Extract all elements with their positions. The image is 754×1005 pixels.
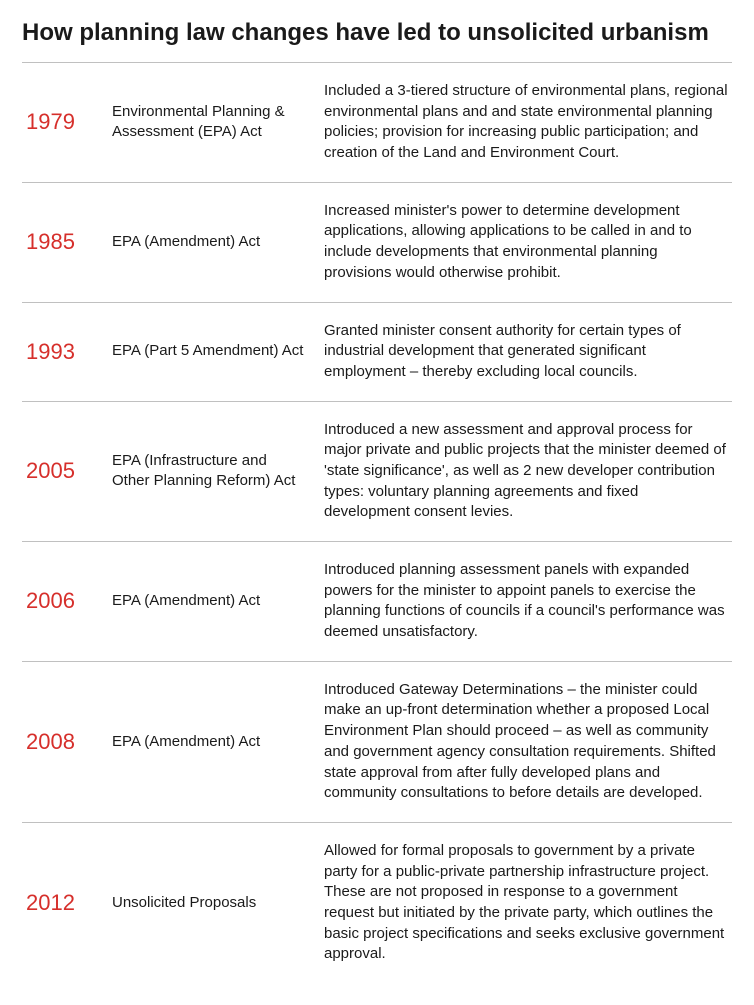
act-cell: EPA (Amendment) Act xyxy=(112,232,324,252)
table-row: 2006 EPA (Amendment) Act Introduced plan… xyxy=(22,542,732,662)
act-cell: EPA (Amendment) Act xyxy=(112,591,324,611)
act-cell: EPA (Infrastructure and Other Planning R… xyxy=(112,451,324,492)
year-cell: 2008 xyxy=(22,729,112,755)
page-title: How planning law changes have led to uns… xyxy=(22,18,732,48)
year-cell: 2012 xyxy=(22,890,112,916)
desc-cell: Included a 3-tiered structure of environ… xyxy=(324,81,732,164)
table-row: 1985 EPA (Amendment) Act Increased minis… xyxy=(22,183,732,303)
act-cell: EPA (Amendment) Act xyxy=(112,732,324,752)
table-row: 1979 Environmental Planning & Assessment… xyxy=(22,63,732,183)
desc-cell: Increased minister's power to determine … xyxy=(324,201,732,284)
table-row: 2005 EPA (Infrastructure and Other Plann… xyxy=(22,402,732,542)
act-cell: Unsolicited Proposals xyxy=(112,893,324,913)
timeline-rows: 1979 Environmental Planning & Assessment… xyxy=(22,63,732,983)
act-cell: EPA (Part 5 Amendment) Act xyxy=(112,341,324,361)
desc-cell: Introduced Gateway Determinations – the … xyxy=(324,680,732,804)
table-row: 2008 EPA (Amendment) Act Introduced Gate… xyxy=(22,662,732,823)
year-cell: 2005 xyxy=(22,458,112,484)
year-cell: 2006 xyxy=(22,588,112,614)
table-row: 2012 Unsolicited Proposals Allowed for f… xyxy=(22,823,732,983)
desc-cell: Introduced planning assessment panels wi… xyxy=(324,560,732,643)
desc-cell: Allowed for formal proposals to governme… xyxy=(324,841,732,965)
table-container: How planning law changes have led to uns… xyxy=(0,0,754,1005)
table-row: 1993 EPA (Part 5 Amendment) Act Granted … xyxy=(22,303,732,402)
year-cell: 1993 xyxy=(22,339,112,365)
year-cell: 1979 xyxy=(22,109,112,135)
act-cell: Environmental Planning & Assessment (EPA… xyxy=(112,102,324,143)
desc-cell: Granted minister consent authority for c… xyxy=(324,321,732,383)
year-cell: 1985 xyxy=(22,229,112,255)
desc-cell: Introduced a new assessment and approval… xyxy=(324,420,732,523)
